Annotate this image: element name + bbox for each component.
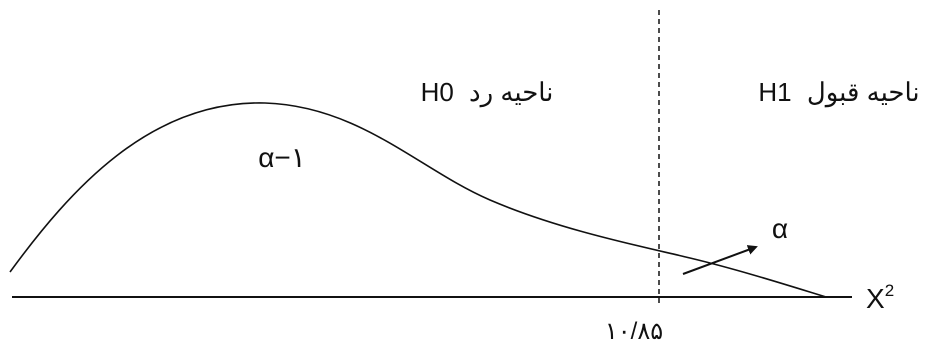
- alpha-arrow: [682, 245, 758, 275]
- acceptance-region-label: H1 ناحیه قبول: [758, 77, 919, 108]
- alpha-label: α: [772, 213, 788, 244]
- density-curve: [9, 102, 827, 298]
- x-axis-label: X2: [866, 281, 894, 314]
- rejection-region-label: H0 ناحیه رد: [421, 77, 554, 108]
- one-minus-alpha-label: α−١: [258, 142, 306, 173]
- critical-value-label: ۱۰/۸۵: [605, 318, 663, 345]
